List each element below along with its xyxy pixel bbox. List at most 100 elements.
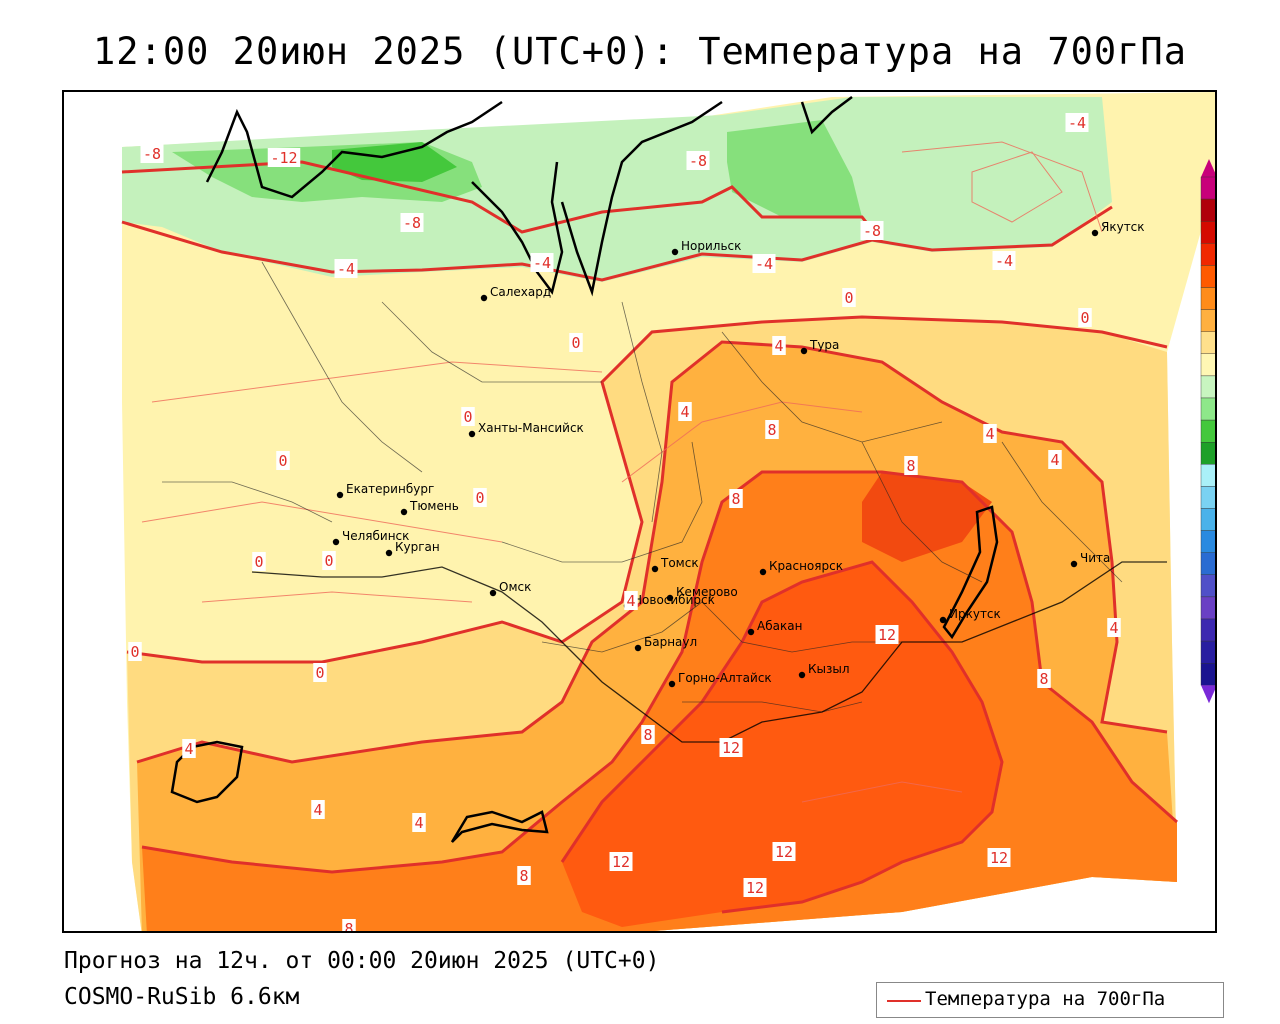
isotherm-label-bg	[987, 848, 1011, 867]
city-marker[interactable]	[668, 680, 676, 688]
city-label: Норильск	[681, 239, 741, 253]
city-marker[interactable]	[468, 430, 476, 438]
isotherm-label: 0	[315, 664, 324, 682]
legend-line-swatch	[887, 1000, 921, 1002]
city-marker[interactable]	[336, 491, 344, 499]
lake-baikal	[942, 505, 999, 640]
isotherm-label-bg	[182, 739, 196, 758]
isotherm-label-bg	[1107, 618, 1121, 637]
isotherm-label: 12	[722, 739, 740, 757]
isotherm-label-bg	[517, 866, 531, 885]
city-marker[interactable]	[671, 248, 679, 256]
city-marker[interactable]	[666, 594, 674, 602]
city-marker[interactable]	[385, 549, 393, 557]
isotherm-label: 0	[571, 334, 580, 352]
page-title: 12:00 20июн 2025 (UTC+0): Температура на…	[93, 30, 1187, 73]
city-marker[interactable]	[480, 294, 488, 302]
isotherm-label-bg	[530, 253, 554, 272]
city-marker[interactable]	[1091, 229, 1099, 237]
isotherm-label-layer: -8 -12 -8 -8 -4 -8 -4 -4 -4 -4 0 0 0 4 0 4 8 4 0 8 4 8 0 0 0 4 4 12…	[128, 113, 1121, 933]
colorbar-swatch	[1200, 618, 1215, 642]
isotherm-label: -4	[337, 260, 355, 278]
colorbar-bottom-arrow	[1201, 685, 1215, 704]
city-label: Курган	[395, 540, 440, 554]
isotherm-label: 0	[324, 552, 333, 570]
colorbar-swatch	[1200, 220, 1215, 244]
isotherm-label: 12	[990, 849, 1008, 867]
colorbar-swatch	[1200, 176, 1215, 200]
city-label: Иркутск	[949, 607, 1001, 621]
state-border	[251, 561, 1167, 743]
colorbar-swatch	[1200, 486, 1215, 509]
city-marker[interactable]	[1070, 560, 1078, 568]
isotherm-label-bg	[313, 663, 327, 682]
model-caption: COSMO-RuSib 6.6км	[64, 984, 300, 1010]
isotherm-label-bg	[311, 800, 325, 819]
legend: Температура на 700гПа	[876, 982, 1224, 1018]
isotherm-label-bg	[729, 489, 743, 508]
aral-sea	[170, 740, 244, 804]
isotherm-label: 0	[1080, 309, 1089, 327]
city-marker[interactable]	[939, 616, 947, 624]
isotherm-label-bg	[334, 259, 358, 278]
isotherm-label: 4	[626, 592, 635, 610]
isotherm-label-bg	[1048, 450, 1062, 469]
isotherm-label-bg	[400, 213, 424, 232]
isotherm-label: 4	[414, 814, 423, 832]
city-label: Екатеринбург	[346, 482, 434, 496]
colorbar-swatch	[1200, 663, 1215, 686]
colorbar-swatch	[1200, 331, 1215, 355]
colorbar-swatch	[1200, 309, 1215, 332]
isotherm-label: -4	[755, 255, 773, 273]
city-marker[interactable]	[800, 347, 808, 355]
isotherm-label-bg	[678, 402, 692, 421]
colorbar-swatch	[1200, 198, 1215, 222]
city-label: Тура	[809, 338, 839, 352]
isotherm-label-bg	[875, 625, 899, 644]
isotherm-label: 12	[878, 626, 896, 644]
isotherm-label-bg	[128, 642, 142, 661]
city-label: Барнаул	[644, 635, 697, 649]
isotherm-lines	[121, 160, 1178, 914]
isotherm-label-bg	[461, 407, 475, 426]
city-marker[interactable]	[651, 565, 659, 573]
city-label: Якутск	[1101, 220, 1145, 234]
isotherm-label: 12	[746, 879, 764, 897]
city-marker[interactable]	[747, 628, 755, 636]
colorbar-swatch	[1200, 552, 1215, 576]
city-marker[interactable]	[332, 538, 340, 546]
isotherm-label: -4	[533, 254, 551, 272]
isotherm-label: 4	[774, 337, 783, 355]
city-marker[interactable]	[759, 568, 767, 576]
city-label: Красноярск	[769, 559, 843, 573]
isotherm-label-bg	[342, 919, 356, 931]
isotherm-label: -8	[403, 214, 421, 232]
isotherm-label: 8	[344, 920, 353, 933]
city-marker[interactable]	[489, 589, 497, 597]
colorbar-swatch	[1200, 397, 1215, 421]
isotherm-label: 8	[906, 457, 915, 475]
isotherm-label: -4	[1068, 114, 1086, 132]
isotherm-label-bg	[609, 852, 633, 871]
isotherm-label-bg	[743, 878, 767, 897]
isotherm-label: 0	[463, 408, 472, 426]
city-marker[interactable]	[400, 508, 408, 516]
isotherm-label: 0	[254, 553, 263, 571]
isotherm-label: 8	[519, 867, 528, 885]
isotherm-label: 4	[680, 403, 689, 421]
map-panel[interactable]: 2824201612840-4-8-12-16-20-24-28-32-36-4…	[62, 90, 1217, 933]
city-label: Салехард	[490, 285, 551, 299]
city-marker[interactable]	[634, 644, 642, 652]
isotherm-label: 8	[767, 421, 776, 439]
city-label: Омск	[499, 580, 531, 594]
isotherm-minus4	[121, 205, 1113, 282]
admin-borders	[162, 261, 1123, 713]
colorbar-swatch	[1200, 243, 1215, 266]
isotherm-label: 0	[278, 452, 287, 470]
city-marker[interactable]	[798, 671, 806, 679]
lake-balkhash	[450, 810, 549, 843]
city-label: Ханты-Мансийск	[478, 421, 584, 435]
isotherm-label: 4	[184, 740, 193, 758]
isotherm-label-bg	[641, 725, 655, 744]
isotherm-12	[560, 560, 1004, 914]
